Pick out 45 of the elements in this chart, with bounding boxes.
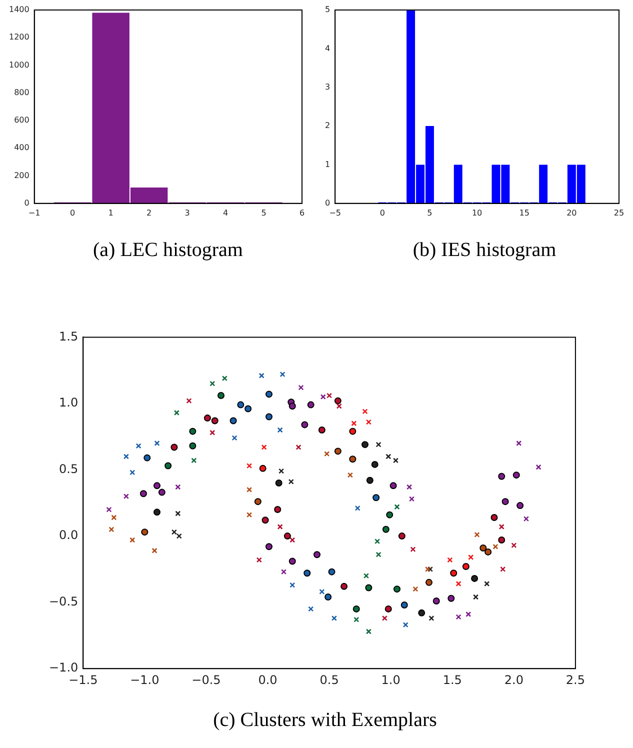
- y-tick-label: 1.5: [59, 329, 78, 344]
- y-tick-label: 0: [24, 198, 30, 208]
- x-tick-label: 3: [184, 208, 190, 218]
- y-tick-label: 2: [324, 121, 330, 130]
- x-tick-label: 15: [519, 208, 530, 218]
- y-tick-label: 0.5: [59, 462, 78, 476]
- x-tick-label: 1: [108, 208, 114, 218]
- x-tick-label: −1.5: [68, 672, 98, 687]
- x-tick-label: 2.0: [504, 672, 524, 687]
- y-tick-label: 1.0: [59, 396, 78, 410]
- x-tick-label: 6: [299, 208, 305, 218]
- y-tick-label: 200: [14, 170, 30, 180]
- x-tick-label: 2: [146, 208, 152, 218]
- y-tick-label: 4: [324, 44, 330, 53]
- y-tick-label: 800: [14, 88, 30, 97]
- y-tick-label: 3: [324, 82, 330, 92]
- y-tick-label: 1200: [9, 32, 30, 42]
- x-tick-label: −0.5: [192, 672, 221, 687]
- x-tick-label: −1.0: [130, 672, 160, 687]
- text: (b) IES histogram: [412, 239, 558, 262]
- x-tick-label: 20: [566, 208, 577, 218]
- x-tick-label: 5: [427, 208, 432, 218]
- x-tick-label: 25: [614, 208, 624, 218]
- x-tick-label: 1.5: [442, 672, 462, 687]
- y-tick-label: 1: [324, 160, 330, 169]
- y-tick-label: 5: [324, 5, 330, 14]
- y-tick-label: 1400: [9, 5, 30, 14]
- x-tick-label: 0.0: [258, 672, 278, 687]
- y-tick-label: 400: [14, 143, 30, 152]
- x-tick-label: 1.0: [381, 672, 400, 687]
- x-tick-label: 5: [261, 208, 266, 218]
- x-tick-label: 4: [222, 208, 228, 218]
- y-tick-label: 0: [324, 198, 330, 208]
- x-tick-label: 2.5: [566, 672, 586, 687]
- text: (a) LEC histogram: [92, 239, 244, 262]
- x-tick-label: −1: [28, 208, 40, 218]
- y-tick-label: −0.5: [49, 594, 78, 608]
- y-tick-label: −1.0: [49, 660, 78, 675]
- text: (c) Clusters with Exemplars: [212, 709, 438, 732]
- y-tick-label: 600: [14, 116, 30, 125]
- x-tick-label: 0: [380, 208, 385, 218]
- y-tick-label: 1000: [9, 60, 30, 70]
- y-tick-label: 0.0: [59, 528, 78, 542]
- x-tick-label: −5: [329, 208, 341, 218]
- x-tick-label: 10: [472, 208, 482, 218]
